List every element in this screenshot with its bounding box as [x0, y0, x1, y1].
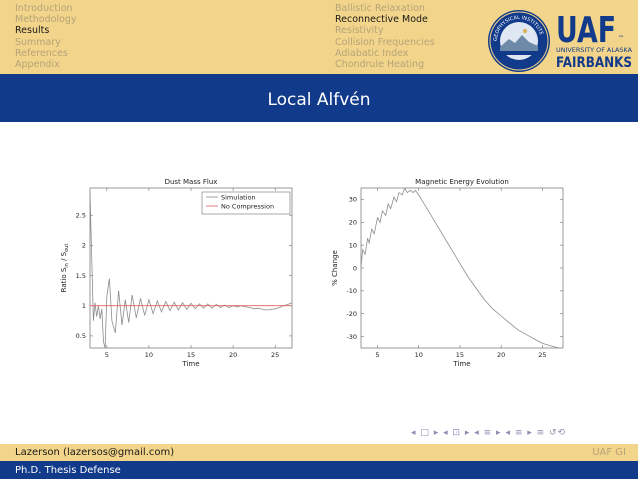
x-tick-label: 5 [105, 351, 109, 359]
slide-title-bar: Local Alfvén [0, 74, 638, 122]
y-axis-label: Ratio Sin / Sout [60, 244, 70, 293]
x-tick-label: 15 [187, 351, 195, 359]
subsection-nav: Ballistic Relaxation Reconnective Mode Res… [335, 3, 435, 70]
y-tick-label: -20 [346, 310, 357, 318]
section-nav: Introduction Methodology Results Summary Ref… [15, 3, 77, 70]
y-axis-label-sub-out: out [64, 244, 70, 252]
nav-item-3[interactable]: Collision Frequencies [335, 36, 435, 48]
x-tick-label: 25 [271, 351, 279, 359]
magnetic-energy-chart: Magnetic Energy Evolution 5 10 15 20 25 -30 -20… [331, 178, 564, 368]
nav-item-0[interactable]: Ballistic Relaxation [335, 3, 425, 14]
y-tick-label: 10 [349, 241, 357, 249]
y-axis-label-main: % Change [331, 250, 339, 286]
nav-item-1[interactable]: Methodology [15, 14, 77, 26]
y-tick-label: 0.5 [76, 332, 86, 340]
uaf-logo-fairbanks: FAIRBANKS [556, 55, 632, 71]
nav-item-0[interactable]: Introduction [15, 3, 73, 14]
nav-item-3[interactable]: Summary [15, 36, 61, 48]
x-axis-label: Time [452, 360, 470, 368]
section-header: Introduction Methodology Results Summary Ref… [0, 0, 638, 74]
y-axis-label: % Change [331, 250, 339, 286]
x-axis-label: Time [181, 360, 199, 368]
y-tick-label: 1.5 [76, 272, 86, 280]
nav-item-2[interactable]: Resistivity [335, 25, 384, 37]
uaf-logo-university: UNIVERSITY OF ALASKA [556, 46, 633, 54]
x-tick-label: 10 [415, 351, 423, 359]
x-tick-label: 20 [229, 351, 237, 359]
footer-talk-bar: Ph.D. Thesis Defense [0, 461, 638, 479]
nav-item-5[interactable]: Chondrule Heating [335, 59, 425, 71]
y-axis-label-mid: / S [60, 251, 68, 263]
footer-talk-title: Ph.D. Thesis Defense [15, 465, 121, 476]
series-line-1 [90, 190, 292, 348]
legend-label-2: No Compression [221, 203, 274, 211]
y-tick-label: 2.5 [76, 211, 86, 219]
y-tick-label: 2 [82, 242, 86, 250]
uaf-logo: UAF ™ UNIVERSITY OF ALASKA FAIRBANKS [556, 10, 633, 71]
svg-text:™: ™ [618, 35, 624, 42]
chart-title: Magnetic Energy Evolution [415, 178, 509, 186]
x-tick-label: 20 [497, 351, 505, 359]
gi-seal-logo: GEOPHYSICAL INSTITUTE [488, 10, 550, 72]
y-tick-label: -10 [346, 287, 357, 295]
series-line-1 [361, 188, 560, 348]
y-axis-label-main: Ratio S [60, 267, 68, 292]
footer-author: Lazerson (lazersos@gmail.com) [15, 447, 175, 458]
slide-title: Local Alfvén [267, 90, 371, 110]
nav-item-4[interactable]: Adiabatic Index [335, 47, 409, 59]
y-axis-label-sub-in: in [64, 263, 70, 268]
footer-institution: UAF GI [592, 447, 626, 458]
nav-item-5[interactable]: Appendix [15, 59, 60, 71]
legend-label-1: Simulation [221, 194, 256, 202]
y-tick-label: 0 [353, 264, 357, 272]
x-tick-label: 10 [145, 351, 153, 359]
y-tick-label: 30 [349, 196, 357, 204]
y-tick-label: 1 [82, 302, 86, 310]
footer-info-bar: Lazerson (lazersos@gmail.com) UAF GI [0, 444, 638, 461]
nav-item-1[interactable]: Reconnective Mode [335, 14, 428, 26]
nav-item-2[interactable]: Results [15, 25, 50, 37]
x-tick-label: 25 [538, 351, 546, 359]
beamer-navigation-symbols[interactable]: ◂ □ ▸ ◂ ⊡ ▸ ◂ ≡ ▸ ◂ ≡ ▸ ≡ ↺⟲ [411, 428, 567, 438]
dust-mass-flux-chart: Dust Mass Flux 5 10 15 20 25 0.5 1 1.5 2 2.5 Time Ra… [60, 178, 293, 368]
x-tick-label: 5 [375, 351, 379, 359]
nav-item-4[interactable]: References [15, 47, 68, 59]
uaf-logo-text: UAF [556, 10, 616, 51]
chart-title: Dust Mass Flux [165, 178, 218, 186]
legend-box [201, 191, 291, 215]
x-tick-label: 15 [456, 351, 464, 359]
y-tick-label: 20 [349, 219, 357, 227]
y-tick-label: -30 [346, 333, 357, 341]
plot-area [360, 187, 564, 349]
plot-area [89, 187, 293, 349]
